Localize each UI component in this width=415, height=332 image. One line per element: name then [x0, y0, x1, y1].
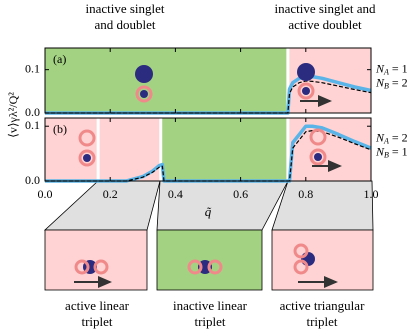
- inset-boxes: [44, 229, 374, 291]
- top-label: inactive singlet: [85, 1, 164, 16]
- panel-label: (a): [53, 52, 66, 66]
- side-label: NB = 1: [375, 144, 408, 159]
- region: [45, 48, 288, 113]
- x-tick-label: 0.2: [103, 187, 118, 201]
- side-label-symbol: N: [375, 61, 385, 75]
- side-label-sub: B: [384, 150, 389, 159]
- side-label-sub: A: [383, 136, 389, 145]
- side-label-rest: = 2: [389, 130, 408, 144]
- side-label: NB = 2: [375, 75, 408, 90]
- side-label-rest: = 1: [389, 144, 408, 158]
- x-axis-label: q̃: [205, 204, 212, 219]
- x-tick-label: 0.4: [168, 187, 183, 201]
- inset-box: [271, 229, 374, 291]
- top-label: inactive singlet and: [274, 1, 376, 16]
- y-tick-label: 0.0: [25, 105, 40, 119]
- connector: [271, 180, 374, 231]
- top-label: and doublet: [94, 17, 155, 32]
- ring: [293, 259, 309, 275]
- inset-caption: active linear: [65, 298, 130, 313]
- panel-label: (b): [53, 122, 67, 136]
- ring: [74, 259, 90, 275]
- icons: [78, 63, 342, 172]
- disk: [297, 63, 315, 81]
- panel: 0.00.1(a)NA = 1NB = 2: [25, 47, 408, 119]
- side-label-rest: = 1: [389, 61, 408, 75]
- side-label: NA = 2: [375, 130, 408, 145]
- ring: [78, 129, 96, 147]
- plot-frame: [44, 117, 372, 182]
- x-tick-label: 0.0: [38, 187, 53, 201]
- side-label: NA = 1: [375, 61, 408, 76]
- ring: [187, 259, 203, 275]
- disk: [301, 252, 315, 266]
- disk: [140, 90, 148, 98]
- inset-box: [44, 229, 148, 291]
- disk: [135, 65, 153, 83]
- ring: [309, 148, 327, 166]
- inset-caption: triplet: [306, 314, 337, 329]
- side-label-symbol: N: [375, 130, 385, 144]
- side-label-sub: B: [384, 81, 389, 90]
- side-label-symbol: N: [375, 144, 385, 158]
- y-tick-label: 0.1: [25, 61, 40, 75]
- ring: [293, 243, 309, 259]
- side-label-sub: A: [383, 67, 389, 76]
- region: [160, 118, 288, 181]
- inset-caption: triplet: [81, 314, 112, 329]
- y-axis-label: ⟨v⟩γλ²/Q²: [6, 92, 20, 138]
- disk: [83, 154, 91, 162]
- inset-caption: active triangular: [280, 298, 365, 313]
- ring: [93, 259, 109, 275]
- side-label-symbol: N: [375, 75, 385, 89]
- inset-box: [156, 229, 263, 291]
- x-tick-label: 0.6: [233, 187, 248, 201]
- inset-caption: triplet: [194, 314, 225, 329]
- region: [287, 118, 371, 181]
- ring: [78, 149, 96, 167]
- plot-frame: [44, 47, 372, 114]
- disk: [314, 153, 322, 161]
- x-tick-label: 1.0: [364, 187, 379, 201]
- ring: [207, 259, 223, 275]
- inset-caption: inactive linear: [173, 298, 248, 313]
- region: [45, 118, 99, 181]
- disk: [302, 87, 310, 95]
- connectors: [43, 180, 374, 231]
- y-tick-label: 0.1: [25, 118, 40, 132]
- ring: [297, 82, 315, 100]
- ring: [309, 128, 327, 146]
- x-tick-label: 0.8: [298, 187, 313, 201]
- y-tick-label: 0.0: [25, 173, 40, 187]
- side-label-rest: = 2: [389, 75, 408, 89]
- ring: [135, 85, 153, 103]
- top-label: active doublet: [288, 17, 362, 32]
